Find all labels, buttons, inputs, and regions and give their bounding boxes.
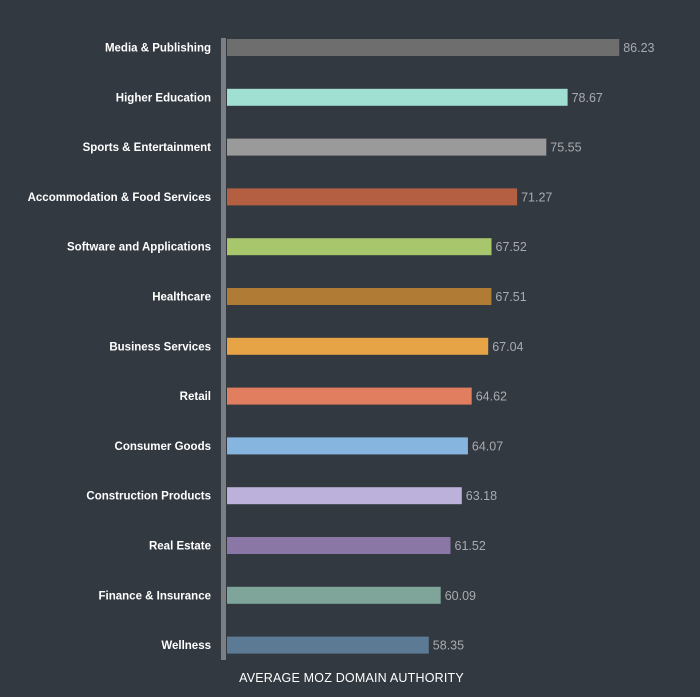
value-label: 67.51 <box>495 290 526 304</box>
category-label: Healthcare <box>152 292 211 304</box>
x-axis-title: AVERAGE MOZ DOMAIN AUTHORITY <box>239 671 464 685</box>
bar <box>227 487 462 505</box>
value-label: 71.27 <box>521 190 552 204</box>
bar <box>227 437 468 455</box>
category-label: Accommodation & Food Services <box>28 192 211 204</box>
bar <box>227 238 492 256</box>
category-label: Sports & Entertainment <box>83 142 212 154</box>
bars-group: Media & Publishing 86.23 Higher Education 7… <box>28 39 655 654</box>
value-label: 60.09 <box>445 589 476 603</box>
bar <box>227 138 547 156</box>
value-label: 67.04 <box>492 340 523 354</box>
category-label: Higher Education <box>116 92 211 104</box>
bar <box>227 337 489 355</box>
value-label: 63.18 <box>466 489 497 503</box>
category-label: Construction Products <box>86 491 211 503</box>
category-label: Wellness <box>161 640 211 652</box>
category-label: Finance & Insurance <box>99 590 211 602</box>
bar <box>227 88 568 106</box>
category-label: Business Services <box>109 341 211 353</box>
value-label: 64.07 <box>472 439 503 453</box>
bar <box>227 537 451 554</box>
category-label: Consumer Goods <box>115 441 211 453</box>
category-label: Real Estate <box>149 541 211 553</box>
bar <box>227 636 429 654</box>
value-label: 64.62 <box>476 390 507 404</box>
bar <box>227 188 518 206</box>
value-label: 75.55 <box>550 141 581 155</box>
value-label: 61.52 <box>455 539 486 553</box>
bar <box>227 387 472 405</box>
category-label: Software and Applications <box>67 242 211 254</box>
bar <box>227 586 441 604</box>
category-axis-line <box>221 38 226 660</box>
value-label: 67.52 <box>496 240 527 254</box>
category-label: Retail <box>180 391 211 403</box>
value-label: 78.67 <box>572 91 603 105</box>
bar <box>227 288 492 305</box>
value-label: 86.23 <box>623 41 654 55</box>
category-label: Media & Publishing <box>105 43 211 55</box>
bar <box>227 39 620 56</box>
value-label: 58.35 <box>433 639 464 653</box>
